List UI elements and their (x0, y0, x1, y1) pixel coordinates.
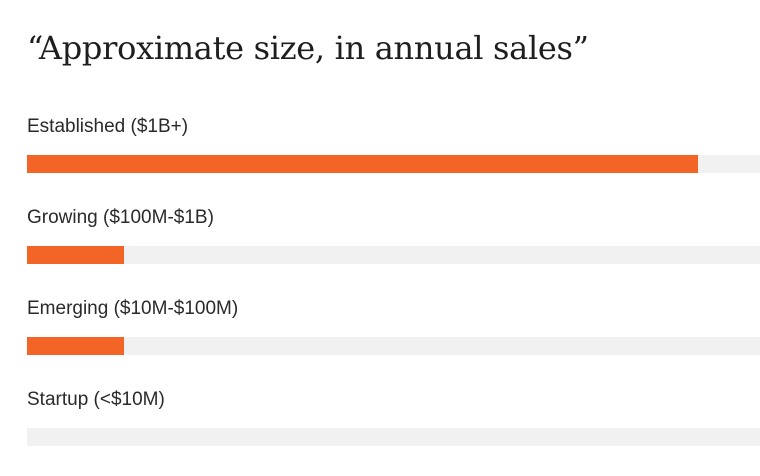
bar-label-established: Established ($1B+) (27, 116, 189, 137)
bar-fill-growing (27, 246, 124, 264)
bar-track-emerging (27, 337, 760, 355)
bar-row-established: Established ($1B+) (27, 112, 760, 203)
bar-row-growing: Growing ($100M-$1B) (27, 203, 760, 294)
bar-track-startup (27, 428, 760, 446)
bar-label-growing: Growing ($100M-$1B) (27, 207, 214, 228)
bar-fill-emerging (27, 337, 124, 355)
bar-label-emerging: Emerging ($10M-$100M) (27, 298, 239, 319)
bar-track-growing (27, 246, 760, 264)
bar-fill-established (27, 155, 698, 173)
chart-title: “Approximate size, in annual sales” (27, 29, 589, 67)
bar-track-established (27, 155, 760, 173)
bar-row-startup: Startup (<$10M) (27, 385, 760, 476)
bar-list: Established ($1B+) Growing ($100M-$1B) E… (27, 112, 760, 476)
bar-label-startup: Startup (<$10M) (27, 389, 165, 410)
bar-row-emerging: Emerging ($10M-$100M) (27, 294, 760, 385)
